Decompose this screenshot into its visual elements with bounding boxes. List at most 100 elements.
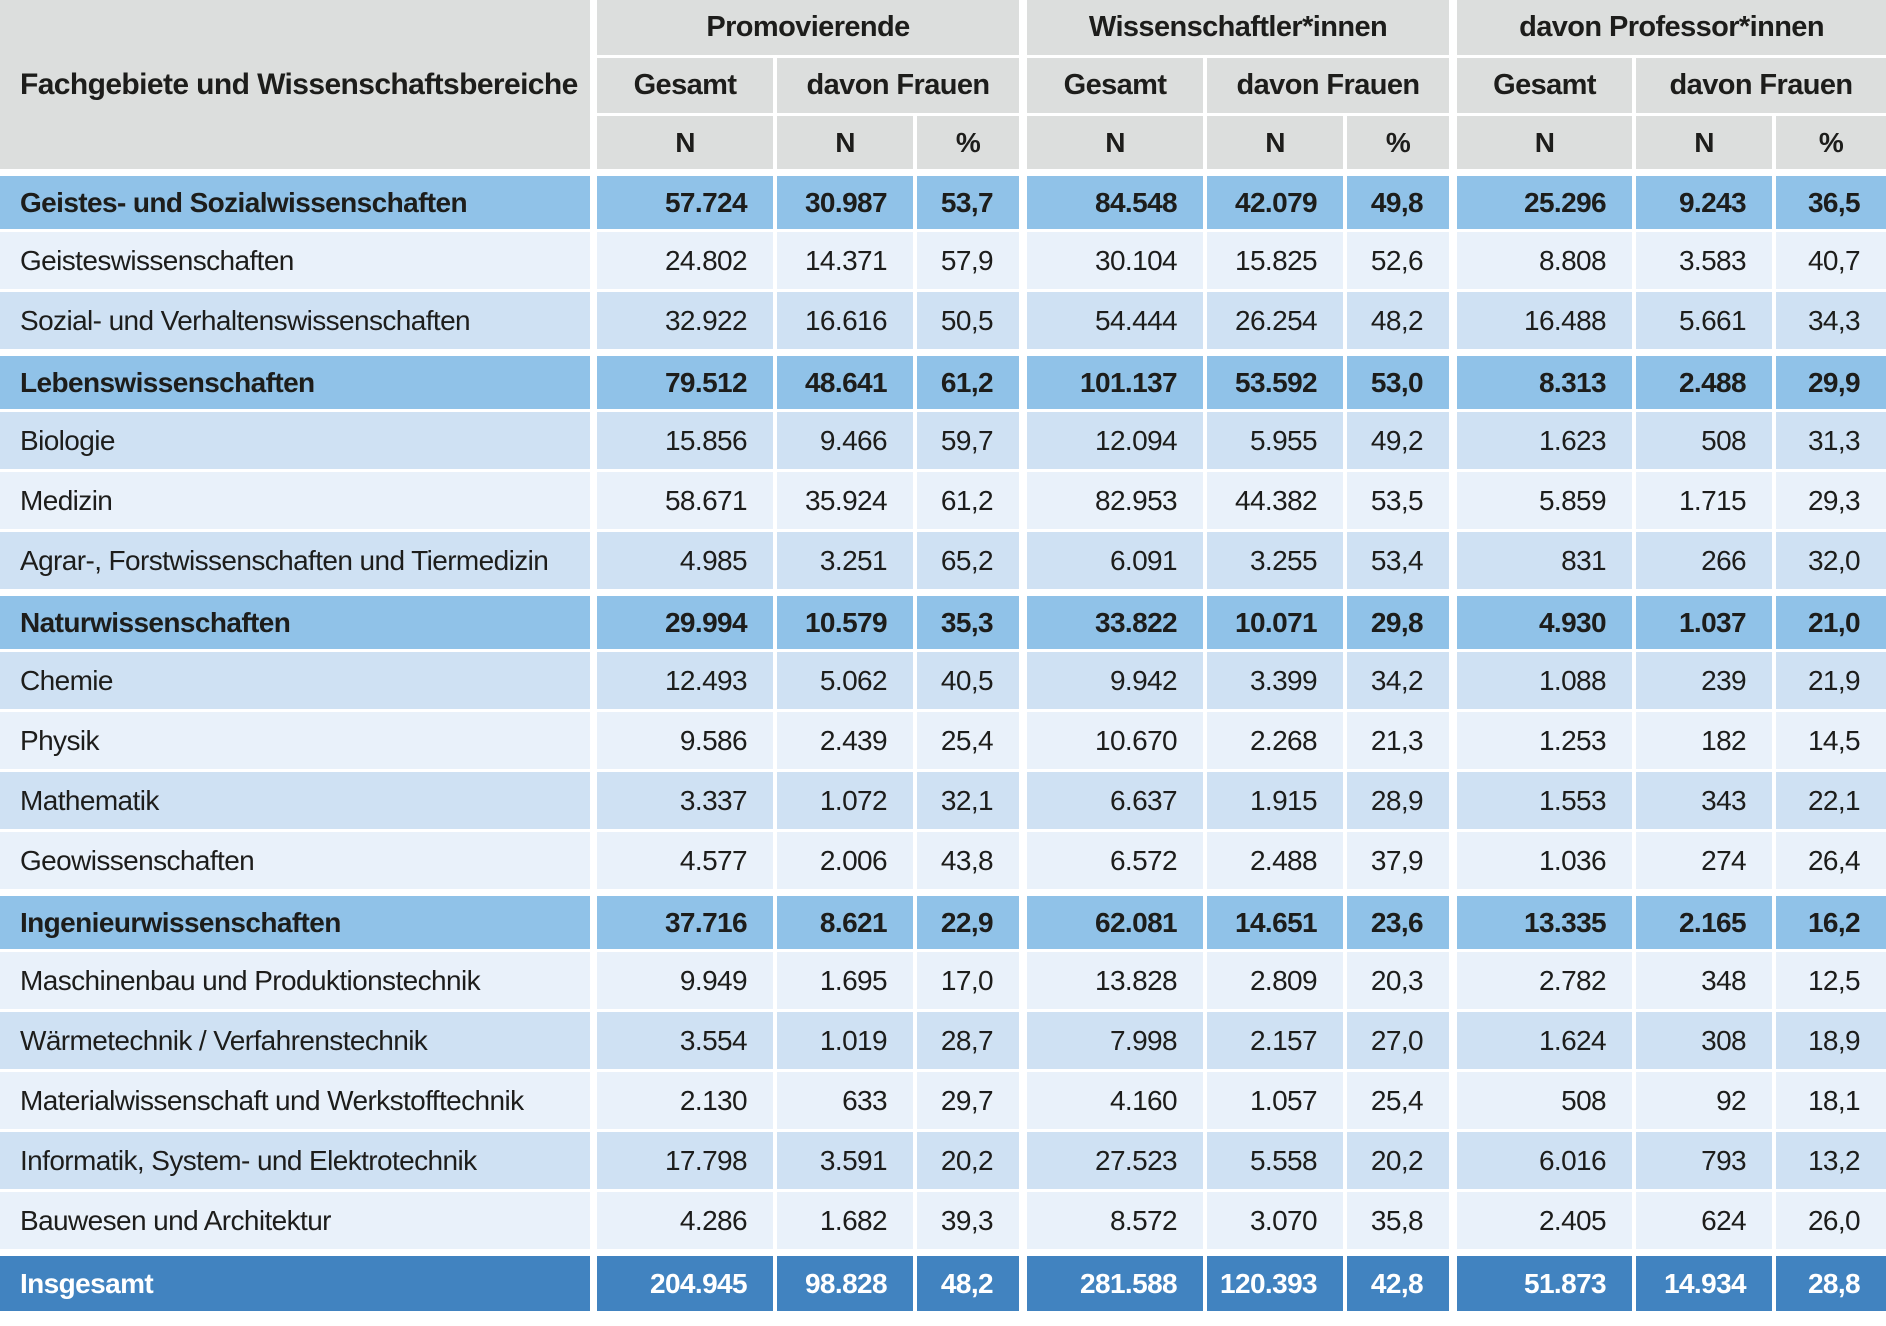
row-label: Physik xyxy=(0,712,597,772)
cell-value: 21,0 xyxy=(1776,592,1886,652)
cell-value: 16.488 xyxy=(1457,292,1637,352)
cell-value: 32.922 xyxy=(597,292,777,352)
subheader-davon-frauen-0: davon Frauen xyxy=(777,58,1028,116)
cell-value: 2.488 xyxy=(1207,832,1348,892)
cell-value: 3.070 xyxy=(1207,1192,1348,1252)
table-row: Materialwissenschaft und Werkstofftechni… xyxy=(0,1072,1886,1132)
cell-value: 1.915 xyxy=(1207,772,1348,832)
cell-value: 14.371 xyxy=(777,232,917,292)
cell-value: 21,9 xyxy=(1776,652,1886,712)
table-row: Agrar-, Forstwissenschaften und Tiermedi… xyxy=(0,532,1886,592)
unit-header-0-0: N xyxy=(597,116,777,172)
cell-value: 308 xyxy=(1636,1012,1777,1072)
cell-value: 98.828 xyxy=(777,1252,917,1314)
cell-value: 29,3 xyxy=(1776,472,1886,532)
cell-value: 14.934 xyxy=(1636,1252,1777,1314)
unit-header-0-2: % xyxy=(917,116,1028,172)
cell-value: 33.822 xyxy=(1027,592,1208,652)
row-label: Maschinenbau und Produktionstechnik xyxy=(0,952,597,1012)
cell-value: 2.782 xyxy=(1457,952,1637,1012)
cell-value: 8.621 xyxy=(777,892,917,952)
category-row: Ingenieurwissenschaften 37.716 8.621 22,9 62… xyxy=(0,892,1886,952)
row-label: Medizin xyxy=(0,472,597,532)
cell-value: 53,5 xyxy=(1347,472,1458,532)
cell-value: 30.987 xyxy=(777,172,917,232)
table-row: Biologie 15.856 9.466 59,7 12.094 5.955 49,2 1.… xyxy=(0,412,1886,472)
cell-value: 5.558 xyxy=(1207,1132,1348,1192)
cell-value: 48.641 xyxy=(777,352,917,412)
cell-value: 3.583 xyxy=(1636,232,1777,292)
cell-value: 12,5 xyxy=(1776,952,1886,1012)
cell-value: 1.253 xyxy=(1457,712,1637,772)
cell-value: 6.637 xyxy=(1027,772,1208,832)
row-label: Wärmetechnik / Verfahrenstechnik xyxy=(0,1012,597,1072)
cell-value: 101.137 xyxy=(1027,352,1208,412)
cell-value: 6.572 xyxy=(1027,832,1208,892)
cell-value: 5.062 xyxy=(777,652,917,712)
cell-value: 49,2 xyxy=(1347,412,1458,472)
category-row: Geistes- und Sozialwissenschaften 57.724 3… xyxy=(0,172,1886,232)
cell-value: 65,2 xyxy=(917,532,1028,592)
cell-value: 2.165 xyxy=(1636,892,1777,952)
cell-value: 79.512 xyxy=(597,352,777,412)
cell-value: 12.493 xyxy=(597,652,777,712)
cell-value: 29.994 xyxy=(597,592,777,652)
cell-value: 9.942 xyxy=(1027,652,1208,712)
cell-value: 12.094 xyxy=(1027,412,1208,472)
unit-header-1-2: % xyxy=(1347,116,1458,172)
cell-value: 1.553 xyxy=(1457,772,1637,832)
cell-value: 1.037 xyxy=(1636,592,1777,652)
row-label: Lebenswissenschaften xyxy=(0,352,597,412)
cell-value: 29,8 xyxy=(1347,592,1458,652)
subheader-gesamt-1: Gesamt xyxy=(1027,58,1208,116)
table-row: Sozial- und Verhaltenswissenschaften 32.9… xyxy=(0,292,1886,352)
header-row-groups: Fachgebiete und Wissenschaftsbereiche Pro… xyxy=(0,0,1886,172)
cell-value: 266 xyxy=(1636,532,1777,592)
cell-value: 14,5 xyxy=(1776,712,1886,772)
cell-value: 53,7 xyxy=(917,172,1028,232)
cell-value: 508 xyxy=(1636,412,1777,472)
cell-value: 20,3 xyxy=(1347,952,1458,1012)
cell-value: 16,2 xyxy=(1776,892,1886,952)
cell-value: 1.682 xyxy=(777,1192,917,1252)
row-label: Sozial- und Verhaltenswissenschaften xyxy=(0,292,597,352)
cell-value: 54.444 xyxy=(1027,292,1208,352)
cell-value: 5.859 xyxy=(1457,472,1637,532)
cell-value: 5.955 xyxy=(1207,412,1348,472)
cell-value: 6.016 xyxy=(1457,1132,1637,1192)
cell-value: 239 xyxy=(1636,652,1777,712)
unit-header-2-2: % xyxy=(1776,116,1886,172)
cell-value: 1.088 xyxy=(1457,652,1637,712)
subheader-davon-frauen-1: davon Frauen xyxy=(1207,58,1458,116)
cell-value: 29,9 xyxy=(1776,352,1886,412)
cell-value: 52,6 xyxy=(1347,232,1458,292)
cell-value: 53,0 xyxy=(1347,352,1458,412)
table-row: Informatik, System- und Elektrotechnik 17… xyxy=(0,1132,1886,1192)
row-label: Ingenieurwissenschaften xyxy=(0,892,597,952)
cell-value: 44.382 xyxy=(1207,472,1348,532)
unit-header-2-1: N xyxy=(1636,116,1777,172)
row-label: Geistes- und Sozialwissenschaften xyxy=(0,172,597,232)
cell-value: 26.254 xyxy=(1207,292,1348,352)
cell-value: 48,2 xyxy=(1347,292,1458,352)
cell-value: 17.798 xyxy=(597,1132,777,1192)
cell-value: 8.572 xyxy=(1027,1192,1208,1252)
cell-value: 35,8 xyxy=(1347,1192,1458,1252)
category-row: Naturwissenschaften 29.994 10.579 35,3 33.82… xyxy=(0,592,1886,652)
cell-value: 28,7 xyxy=(917,1012,1028,1072)
cell-value: 23,6 xyxy=(1347,892,1458,952)
cell-value: 30.104 xyxy=(1027,232,1208,292)
cell-value: 1.623 xyxy=(1457,412,1637,472)
table-row: Chemie 12.493 5.062 40,5 9.942 3.399 34,2 1.088… xyxy=(0,652,1886,712)
cell-value: 59,7 xyxy=(917,412,1028,472)
cell-value: 9.466 xyxy=(777,412,917,472)
cell-value: 14.651 xyxy=(1207,892,1348,952)
cell-value: 49,8 xyxy=(1347,172,1458,232)
table-row: Mathematik 3.337 1.072 32,1 6.637 1.915 28,9 1.… xyxy=(0,772,1886,832)
cell-value: 37.716 xyxy=(597,892,777,952)
cell-value: 3.251 xyxy=(777,532,917,592)
cell-value: 61,2 xyxy=(917,472,1028,532)
cell-value: 9.243 xyxy=(1636,172,1777,232)
cell-value: 182 xyxy=(1636,712,1777,772)
cell-value: 28,8 xyxy=(1776,1252,1886,1314)
